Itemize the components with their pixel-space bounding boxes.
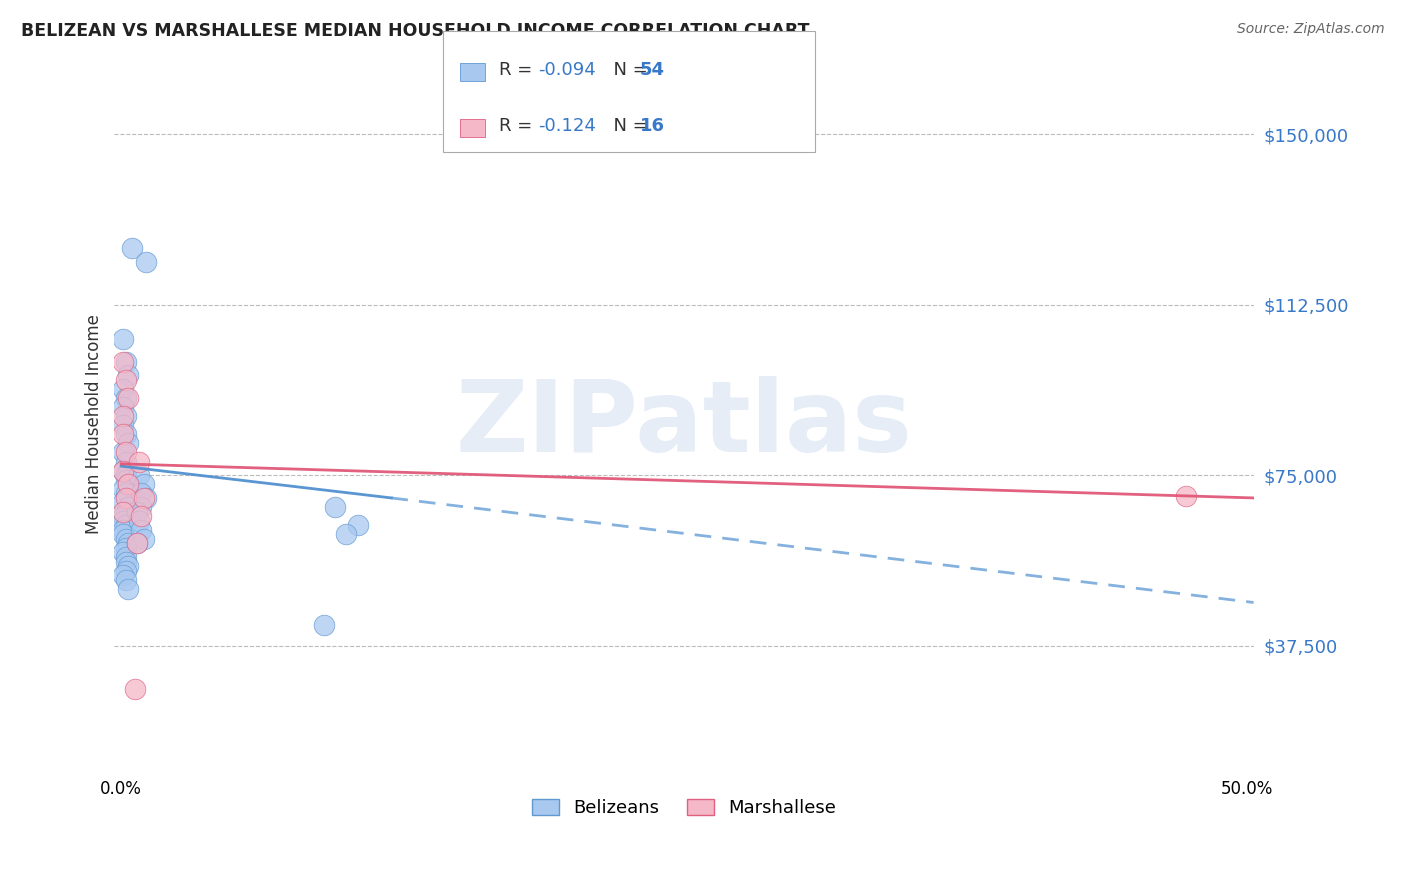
Point: [117, 477, 139, 491]
Point: [114, 486, 136, 500]
Point: [135, 254, 157, 268]
Point: [112, 568, 135, 582]
Point: [112, 427, 135, 442]
Point: [114, 409, 136, 423]
Point: [114, 564, 136, 578]
Point: [112, 545, 135, 559]
Point: [112, 464, 135, 478]
Point: [112, 400, 135, 414]
Point: [114, 491, 136, 505]
Point: [114, 445, 136, 459]
Point: [132, 477, 155, 491]
Point: [112, 418, 135, 433]
Text: R =: R =: [499, 61, 538, 78]
Point: [112, 505, 135, 519]
Point: [128, 514, 150, 528]
Point: [112, 495, 135, 509]
Point: [117, 368, 139, 383]
Point: [346, 518, 368, 533]
Point: [112, 482, 135, 496]
Point: [121, 241, 143, 255]
Point: [112, 332, 135, 346]
Point: [323, 500, 346, 514]
Point: [117, 500, 139, 514]
Point: [114, 373, 136, 387]
Point: [1175, 489, 1198, 503]
Point: [125, 505, 148, 519]
Point: [114, 573, 136, 587]
Y-axis label: Median Household Income: Median Household Income: [86, 314, 103, 534]
Point: [112, 445, 135, 459]
Point: [114, 468, 136, 483]
Point: [112, 409, 135, 423]
Point: [112, 509, 135, 524]
Legend: Belizeans, Marshallese: Belizeans, Marshallese: [524, 791, 844, 824]
Point: [117, 559, 139, 574]
Point: [125, 536, 148, 550]
Text: -0.124: -0.124: [538, 118, 596, 136]
Text: N =: N =: [602, 61, 654, 78]
Point: [335, 527, 357, 541]
Point: [128, 468, 150, 483]
Point: [131, 523, 153, 537]
Text: ZIPatlas: ZIPatlas: [456, 376, 912, 473]
Point: [132, 532, 155, 546]
Point: [114, 491, 136, 505]
Point: [114, 549, 136, 564]
Point: [131, 486, 153, 500]
Point: [117, 436, 139, 450]
Point: [114, 454, 136, 468]
Point: [312, 618, 335, 632]
Text: Source: ZipAtlas.com: Source: ZipAtlas.com: [1237, 22, 1385, 37]
Text: BELIZEAN VS MARSHALLESE MEDIAN HOUSEHOLD INCOME CORRELATION CHART: BELIZEAN VS MARSHALLESE MEDIAN HOUSEHOLD…: [21, 22, 810, 40]
Point: [114, 555, 136, 569]
Point: [114, 532, 136, 546]
Point: [125, 536, 148, 550]
Point: [128, 454, 150, 468]
Point: [114, 473, 136, 487]
Point: [132, 491, 155, 505]
Point: [112, 382, 135, 396]
Point: [114, 354, 136, 368]
Point: [135, 491, 157, 505]
Text: 16: 16: [640, 118, 665, 136]
Text: 54: 54: [640, 61, 665, 78]
Point: [112, 464, 135, 478]
Point: [112, 354, 135, 368]
Point: [112, 527, 135, 541]
Point: [114, 541, 136, 555]
Point: [131, 509, 153, 524]
Point: [117, 477, 139, 491]
Point: [114, 518, 136, 533]
Point: [131, 500, 153, 514]
Point: [114, 505, 136, 519]
Text: N =: N =: [602, 118, 654, 136]
Point: [117, 536, 139, 550]
Text: R =: R =: [499, 118, 538, 136]
Point: [114, 427, 136, 442]
Point: [124, 681, 146, 696]
Text: -0.094: -0.094: [538, 61, 596, 78]
Point: [117, 582, 139, 596]
Point: [114, 391, 136, 405]
Point: [112, 523, 135, 537]
Point: [112, 514, 135, 528]
Point: [117, 391, 139, 405]
